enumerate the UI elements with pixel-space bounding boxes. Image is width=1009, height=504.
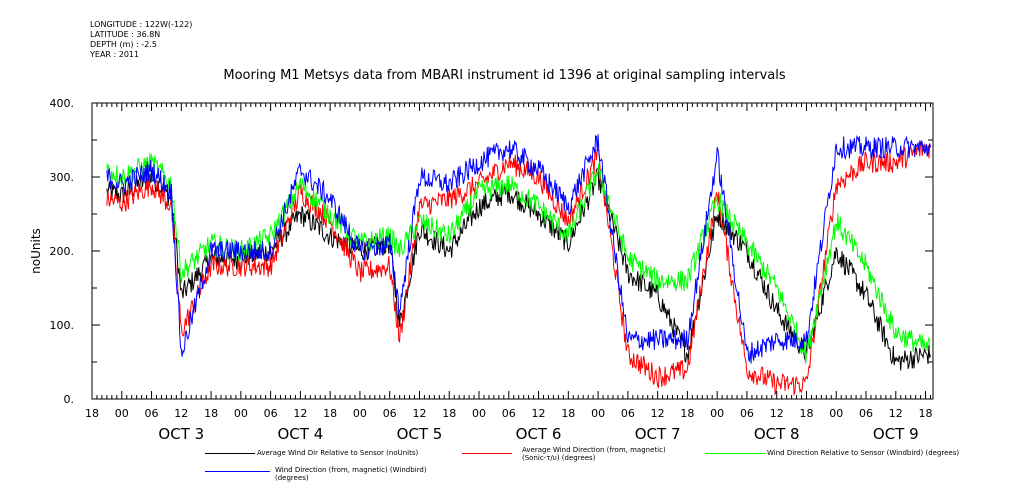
chart-title: Mooring M1 Metsys data from MBARI instru… (223, 68, 786, 83)
x-day-label: OCT 8 (754, 425, 800, 443)
axes-layer: 0. 100. 200. 300. 400. noUnits 18 00 06 12 18 00 06 1… (29, 97, 933, 443)
legend-swatch (205, 471, 270, 472)
series-layer (106, 134, 931, 397)
legend-label: Average Wind Dir Relative to Sensor (noU… (257, 449, 419, 457)
y-tick-label: 200. (50, 245, 75, 258)
x-day-label: OCT 4 (278, 425, 324, 443)
x-tick-label: 06 (264, 407, 278, 420)
x-tick-label: 18 (680, 407, 694, 420)
x-tick-label: 18 (799, 407, 813, 420)
y-tick-label: 300. (50, 171, 75, 184)
legend-swatch (705, 453, 765, 454)
legend-swatch (205, 453, 255, 454)
x-tick-label: 00 (353, 407, 367, 420)
x-tick-label: 12 (412, 407, 426, 420)
y-axis-label: noUnits (29, 228, 43, 274)
legend-swatch (462, 453, 512, 454)
x-tick-label: 00 (829, 407, 843, 420)
x-day-label: OCT 3 (158, 425, 204, 443)
x-tick-label: 12 (293, 407, 307, 420)
x-day-label: OCT 5 (397, 425, 443, 443)
series-line-3 (106, 134, 931, 364)
x-tick-label: 00 (710, 407, 724, 420)
legend-label: Wind Direction Relative to Sensor (Windb… (767, 449, 960, 457)
x-tick-label: 12 (174, 407, 188, 420)
x-tick-label: 00 (234, 407, 248, 420)
y-tick-label: 0. (64, 393, 75, 406)
x-tick-label: 06 (145, 407, 159, 420)
x-tick-label: 00 (591, 407, 605, 420)
x-day-label: OCT 7 (635, 425, 681, 443)
meta-year: YEAR : 2011 (90, 50, 140, 59)
x-tick-label: 18 (442, 407, 456, 420)
series-line-1 (106, 139, 931, 397)
x-tick-label: 06 (621, 407, 635, 420)
meta-longitude: LONGITUDE : 122W(-122) (90, 20, 193, 29)
meta-latitude: LATITUDE : 36.8N (90, 30, 161, 39)
x-day-label: OCT 6 (516, 425, 562, 443)
x-tick-label: 00 (472, 407, 486, 420)
legend-label: Wind Direction (from, magnetic) (Windbir… (275, 466, 427, 482)
x-tick-label: 18 (204, 407, 218, 420)
x-tick-label: 18 (85, 407, 99, 420)
x-tick-label: 00 (115, 407, 129, 420)
y-tick-label: 400. (50, 97, 75, 110)
y-tick-label: 100. (50, 319, 75, 332)
x-tick-label: 12 (770, 407, 784, 420)
legend-label: Average Wind Direction (from, magnetic) … (522, 446, 666, 462)
metadata-block: LONGITUDE : 122W(-122) LATITUDE : 36.8N … (90, 20, 192, 60)
x-tick-label: 18 (323, 407, 337, 420)
x-tick-label: 18 (919, 407, 933, 420)
x-tick-label: 06 (383, 407, 397, 420)
x-day-label: OCT 9 (873, 425, 919, 443)
x-tick-label: 18 (561, 407, 575, 420)
x-tick-label: 06 (502, 407, 516, 420)
x-tick-label: 06 (859, 407, 873, 420)
x-tick-label: 12 (532, 407, 546, 420)
x-tick-label: 12 (651, 407, 665, 420)
x-tick-label: 12 (889, 407, 903, 420)
x-tick-label: 06 (740, 407, 754, 420)
meta-depth: DEPTH (m) : -2.5 (90, 40, 157, 49)
